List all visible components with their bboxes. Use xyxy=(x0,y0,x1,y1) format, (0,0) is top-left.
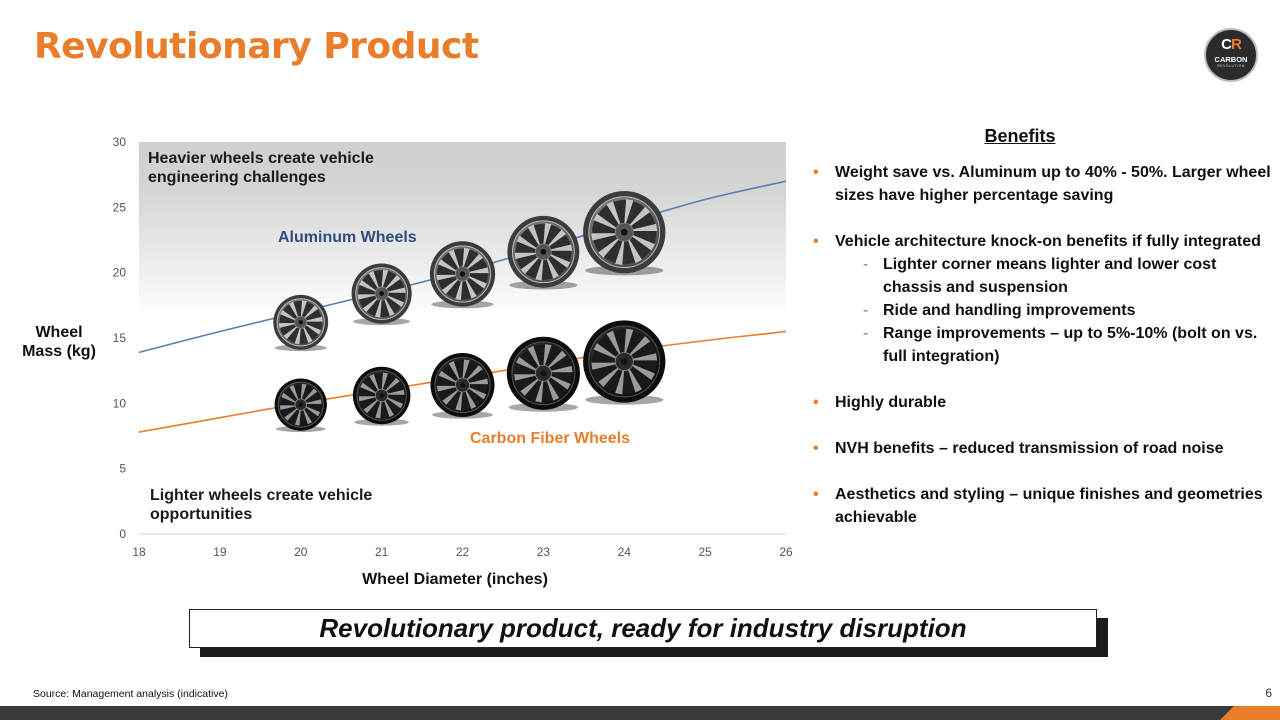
y-tick-label: 30 xyxy=(113,135,127,149)
company-logo: CR CARBON REVOLUTION xyxy=(1204,28,1258,82)
benefit-item: • Aesthetics and styling – unique finishe… xyxy=(808,483,1276,529)
series-label-carbon: Carbon Fiber Wheels xyxy=(470,430,631,447)
bullet-icon: • xyxy=(813,440,819,457)
benefits-list: • Weight save vs. Aluminum up to 40% - 50… xyxy=(808,161,1276,552)
aluminum-wheel-image xyxy=(351,263,412,326)
carbon-wheel-image xyxy=(430,353,495,419)
logo-text: CARBON xyxy=(1214,55,1248,64)
x-tick-label: 25 xyxy=(698,545,712,559)
annotation-lighter: Lighter wheels create vehicle opportunit… xyxy=(150,487,373,523)
callout-banner: Revolutionary product, ready for industr… xyxy=(189,609,1097,648)
x-tick-label: 21 xyxy=(375,545,389,559)
annotation-heavier: Heavier wheels create vehicle engineerin… xyxy=(148,150,374,186)
y-tick-label: 15 xyxy=(113,331,127,345)
carbon-wheel-image xyxy=(583,320,666,405)
x-tick-label: 20 xyxy=(294,545,308,559)
carbon-wheel-image xyxy=(352,366,411,426)
y-tick-label: 5 xyxy=(119,462,126,476)
benefit-item: • Weight save vs. Aluminum up to 40% - 50… xyxy=(808,161,1276,207)
footer-accent xyxy=(1220,706,1280,720)
source-note: Source: Management analysis (indicative) xyxy=(33,688,228,700)
x-tick-label: 23 xyxy=(537,545,551,559)
benefit-subitem: - Ride and handling improvements xyxy=(835,299,1276,322)
slide-title: Revolutionary Product xyxy=(34,26,479,67)
wheel-mass-chart: 0 5 10 15 20 25 30 18 19 20 21 22 23 24 25 26 xyxy=(113,135,793,559)
dash-icon: - xyxy=(863,256,869,273)
bullet-icon: • xyxy=(813,164,819,181)
carbon-wheel-image xyxy=(506,336,580,412)
aluminum-wheel-image xyxy=(507,215,580,290)
y-tick-label: 25 xyxy=(113,200,127,214)
aluminum-wheel-image xyxy=(273,294,329,352)
benefit-item: • Highly durable xyxy=(808,391,1276,414)
logo-subtext: REVOLUTION xyxy=(1217,64,1245,68)
aluminum-wheel-image xyxy=(583,191,666,276)
x-tick-label: 24 xyxy=(618,545,632,559)
benefit-subitem: - Range improvements – up to 5%-10% (bolt… xyxy=(835,322,1276,368)
dash-icon: - xyxy=(863,302,869,319)
benefit-item: • Vehicle architecture knock-on benefits … xyxy=(808,230,1276,368)
benefits-title: Benefits xyxy=(984,126,1056,146)
benefit-item: • NVH benefits – reduced transmission of … xyxy=(808,437,1276,460)
logo-mark: CR xyxy=(1221,36,1242,53)
y-tick-label: 0 xyxy=(119,527,126,541)
series-label-aluminum: Aluminum Wheels xyxy=(278,229,417,246)
plot-background xyxy=(139,142,786,534)
footer-bar xyxy=(0,706,1280,720)
x-tick-label: 26 xyxy=(779,545,793,559)
page-number: 6 xyxy=(1265,686,1272,700)
y-tick-label: 20 xyxy=(113,266,127,280)
x-axis-label: Wheel Diameter (inches) xyxy=(362,571,548,588)
carbon-wheel-image xyxy=(274,378,327,433)
benefit-sublist: - Lighter corner means lighter and lower … xyxy=(835,253,1276,368)
bullet-icon: • xyxy=(813,233,819,250)
aluminum-wheel-image xyxy=(429,241,496,309)
bullet-icon: • xyxy=(813,394,819,411)
bullet-icon: • xyxy=(813,486,819,503)
x-tick-label: 22 xyxy=(456,545,470,559)
benefit-subitem: - Lighter corner means lighter and lower … xyxy=(835,253,1276,299)
y-axis-label: Wheel Mass (kg) xyxy=(22,324,96,360)
x-tick-label: 18 xyxy=(132,545,146,559)
x-tick-label: 19 xyxy=(213,545,227,559)
dash-icon: - xyxy=(863,325,869,342)
y-tick-label: 10 xyxy=(113,396,127,410)
